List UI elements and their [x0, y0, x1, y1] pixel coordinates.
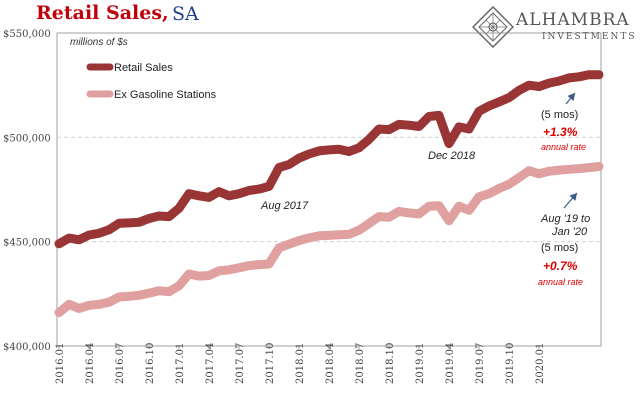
annotation-text: annual rate	[538, 277, 583, 287]
series-line-ex-gasoline	[54, 162, 604, 318]
x-tick-label: 2018.07	[355, 343, 366, 384]
chart-title: Retail Sales,	[36, 2, 169, 24]
x-tick-label: 2017.07	[235, 343, 246, 384]
brand-subtitle: INVESTMENTS	[542, 32, 637, 42]
annotation-text: annual rate	[541, 142, 586, 152]
annotation-text: Jan '20	[551, 226, 588, 238]
x-tick-label: 2016.01	[55, 343, 66, 384]
x-tick-label: 2018.01	[295, 343, 306, 384]
annotation-text: Dec 2018	[428, 150, 476, 162]
annotation-text: (5 mos)	[541, 242, 578, 254]
y-tick-label: $450,000	[3, 238, 51, 249]
x-tick-label: 2018.04	[325, 343, 336, 384]
brand-logo: ALHAMBRA INVESTMENTS	[470, 6, 636, 52]
x-tick-label: 2019.07	[475, 343, 486, 384]
x-tick-label: 2017.10	[265, 343, 276, 384]
annotation-text: +0.7%	[543, 259, 578, 273]
x-tick-label: 2016.10	[145, 343, 156, 384]
chart-title-suffix: SA	[172, 3, 199, 25]
annotation-text: Aug '19 to	[540, 213, 590, 225]
x-tick-label: 2018.10	[385, 343, 396, 384]
x-tick-label: 2019.01	[415, 343, 426, 384]
x-tick-label: 2017.01	[175, 343, 186, 384]
annotation-text: +1.3%	[543, 125, 578, 139]
x-tick-label: 2016.04	[85, 343, 96, 384]
brand-name: ALHAMBRA	[516, 10, 630, 30]
annotation-text: (5 mos)	[541, 109, 578, 121]
x-tick-label: 2019.10	[505, 343, 516, 384]
x-tick-label: 2017.04	[205, 343, 216, 384]
legend-label: Ex Gasoline Stations	[114, 89, 217, 101]
x-tick-label: 2020.01	[535, 343, 546, 384]
legend-label: Retail Sales	[114, 62, 173, 74]
y-tick-label: $550,000	[3, 29, 51, 40]
annotation-text: Aug 2017	[260, 200, 309, 212]
annotation-arrowhead	[567, 93, 575, 101]
x-tick-label: 2019.04	[445, 343, 456, 384]
brand-diamond-icon	[472, 6, 514, 48]
y-tick-label: $400,000	[3, 342, 51, 353]
y-tick-label: $500,000	[3, 133, 51, 144]
units-label: millions of $s	[70, 37, 128, 48]
x-tick-label: 2016.07	[115, 343, 126, 384]
series-line-retail-sales	[54, 70, 604, 249]
annotation-arrowhead	[569, 193, 577, 201]
